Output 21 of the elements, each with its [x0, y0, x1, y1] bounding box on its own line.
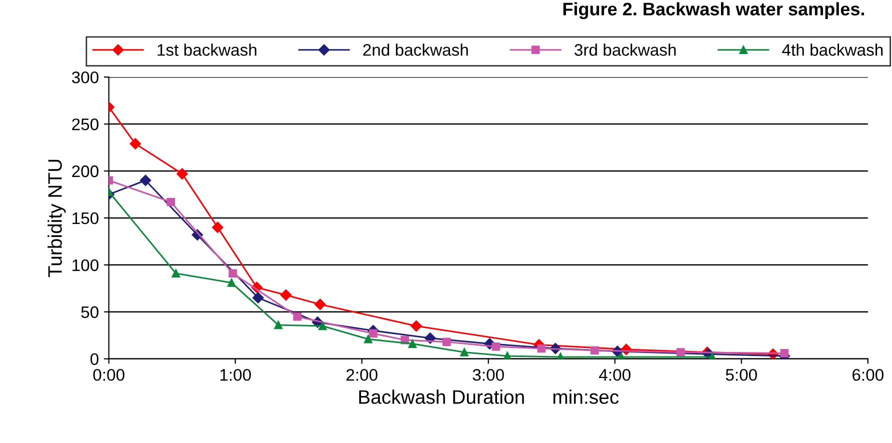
y-tick-label: 200	[72, 165, 98, 178]
legend-label: 3rd backwash	[574, 44, 676, 56]
x-tick-label: 3:00	[472, 368, 504, 381]
y-axis-title: Turbidity NTU	[48, 160, 66, 278]
y-tick-label: 100	[72, 259, 98, 272]
x-tick-label: 4:00	[599, 368, 630, 381]
legend-label: 1st backwash	[158, 44, 256, 56]
x-axis-title: Backwash Duration min:sec	[359, 390, 619, 404]
x-tick-label: 5:00	[726, 368, 757, 381]
y-tick-label: 150	[72, 212, 98, 224]
x-tick-label: 0:00	[93, 368, 124, 381]
y-tick-label: 300	[72, 71, 98, 84]
x-tick-label: 6:00	[852, 368, 884, 381]
legend-label: 4th backwash	[782, 44, 883, 56]
y-tick-label: 0	[90, 353, 98, 366]
x-tick-label: 2:00	[346, 368, 378, 381]
chart-title: Figure 2. Backwash water samples.	[563, 2, 864, 20]
legend-label: 2nd backwash	[363, 44, 468, 56]
x-tick-label: 1:00	[220, 368, 251, 381]
y-tick-label: 50	[81, 306, 98, 318]
y-tick-label: 250	[72, 118, 98, 130]
